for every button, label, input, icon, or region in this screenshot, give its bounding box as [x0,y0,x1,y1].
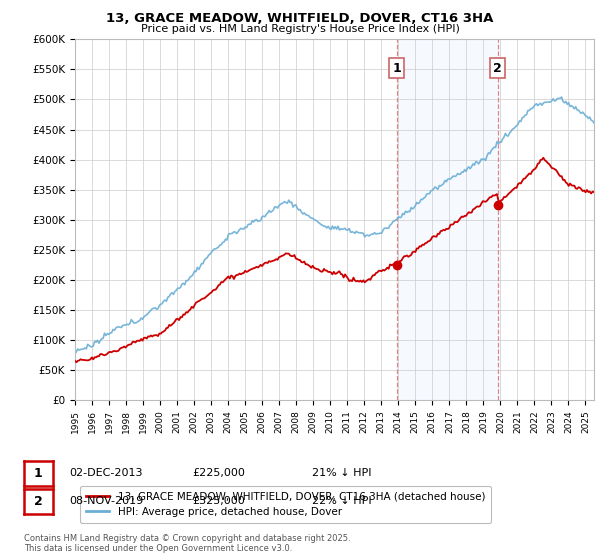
Text: 08-NOV-2019: 08-NOV-2019 [69,496,143,506]
Text: 1: 1 [34,466,43,480]
Text: 13, GRACE MEADOW, WHITFIELD, DOVER, CT16 3HA: 13, GRACE MEADOW, WHITFIELD, DOVER, CT16… [106,12,494,25]
Text: £225,000: £225,000 [192,468,245,478]
Text: 21% ↓ HPI: 21% ↓ HPI [312,468,371,478]
Text: 02-DEC-2013: 02-DEC-2013 [69,468,143,478]
Text: £325,000: £325,000 [192,496,245,506]
Text: 1: 1 [392,62,401,74]
Text: Price paid vs. HM Land Registry's House Price Index (HPI): Price paid vs. HM Land Registry's House … [140,24,460,34]
Text: 2: 2 [493,62,502,74]
Bar [397,39,498,400]
Text: 22% ↓ HPI: 22% ↓ HPI [312,496,371,506]
Legend: 13, GRACE MEADOW, WHITFIELD, DOVER, CT16 3HA (detached house), HPI: Average pric: 13, GRACE MEADOW, WHITFIELD, DOVER, CT16… [80,486,491,524]
Text: Contains HM Land Registry data © Crown copyright and database right 2025.
This d: Contains HM Land Registry data © Crown c… [24,534,350,553]
Text: 2: 2 [34,494,43,508]
